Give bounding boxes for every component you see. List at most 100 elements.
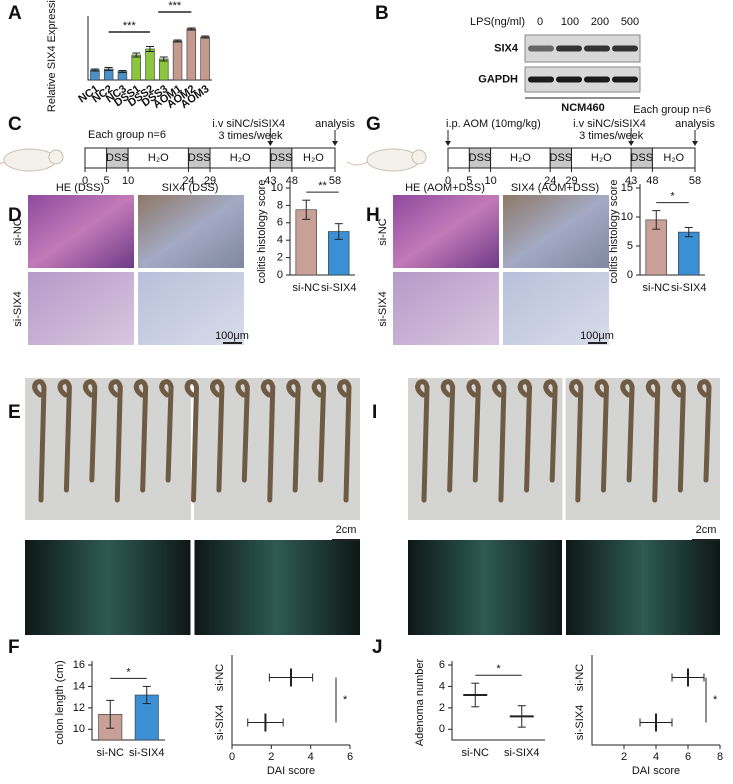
histology-image	[393, 272, 499, 345]
timeline-tick-label: 43	[625, 175, 637, 187]
segment-label: DSS	[550, 152, 573, 164]
significance-label: *	[343, 694, 348, 706]
x-tick-label: si-SIX4	[321, 282, 356, 294]
endoscopy-image	[194, 540, 360, 635]
arrow-head	[267, 141, 274, 146]
panel-letter: C	[8, 114, 22, 135]
colon-specimen	[210, 379, 225, 493]
x-tick-label: si-SIX4	[504, 747, 539, 759]
bar	[145, 48, 155, 81]
blot-band	[584, 76, 610, 83]
y-axis-label: Adenoma number	[414, 658, 426, 746]
histology-column-label: HE (AOM+DSS)	[405, 182, 485, 194]
y-axis-label: colitis histology score	[608, 180, 620, 284]
arrow-head	[332, 141, 338, 146]
x-tick-label: 4	[653, 751, 659, 763]
panel-letter: F	[8, 637, 20, 658]
y-tick-label: 2	[439, 702, 445, 714]
x-tick-label: si-NC	[462, 747, 490, 759]
x-tick-label: 2	[621, 751, 627, 763]
colon-specimen	[57, 379, 72, 493]
y-tick-label: 14	[73, 680, 85, 692]
y-tick-label: 4	[439, 680, 445, 692]
segment-label: H₂O	[303, 152, 324, 164]
x-tick-label: 6	[685, 751, 691, 763]
colon-specimen	[337, 379, 352, 503]
panel-letter: A	[8, 3, 22, 24]
colon-specimen	[184, 379, 200, 503]
scale-label: 2cm	[336, 524, 357, 536]
colon-specimen	[492, 379, 507, 503]
x-tick-label: 6	[347, 751, 353, 763]
bar	[200, 36, 210, 81]
mouse-tail	[346, 161, 368, 166]
histology-row-label: si-SIX4	[12, 291, 24, 326]
colon-specimen	[466, 379, 481, 483]
analysis-label: analysis	[675, 118, 715, 130]
panel-letter: D	[8, 205, 22, 226]
timeline-segment	[291, 147, 336, 169]
x-tick-label: 4	[308, 751, 314, 763]
colon-specimen	[594, 379, 609, 493]
colon-specimen	[235, 379, 250, 483]
y-tick-label: 5	[627, 240, 633, 252]
histology-image	[28, 195, 134, 268]
bar	[131, 54, 141, 81]
blot-band	[612, 45, 638, 52]
significance-label: *	[670, 191, 675, 203]
histology-column-label: SIX4 (DSS)	[162, 182, 219, 194]
segment-label: H₂O	[591, 152, 612, 164]
scale-label: 100μm	[215, 330, 249, 342]
n-label: Each group n=6	[633, 104, 711, 116]
mouse-head	[48, 149, 64, 165]
blot-band-label: GAPDH	[478, 73, 518, 85]
blot-band	[528, 76, 554, 83]
significance-label: ***	[123, 20, 137, 32]
timeline-tick-label: 29	[204, 175, 216, 187]
colon-specimen	[83, 379, 98, 483]
analysis-label: analysis	[315, 118, 355, 130]
x-tick-label: 8	[717, 751, 723, 763]
y-tick-label: 12	[73, 702, 85, 714]
histology-image	[393, 195, 499, 268]
histology-image	[503, 195, 609, 268]
histology-column-label: HE (DSS)	[56, 182, 104, 194]
mouse-icon	[3, 148, 57, 172]
bar	[186, 28, 197, 81]
blot-band	[528, 45, 554, 52]
blot-treatment: LPS(ng/ml)	[470, 16, 525, 28]
colon-specimen	[311, 379, 327, 483]
scale-label: 2cm	[696, 524, 717, 536]
colon-specimen	[620, 379, 635, 483]
y-tick-label: 15	[621, 182, 633, 194]
blot-band	[556, 76, 582, 83]
bar	[172, 40, 183, 81]
y-tick-label: si-SIX4	[574, 705, 586, 740]
mouse-tail	[0, 161, 5, 165]
segment-label: H₂O	[148, 152, 169, 164]
arrow-head	[628, 141, 635, 146]
axis	[87, 16, 212, 81]
y-tick-label: 10	[271, 182, 283, 194]
significance-label: **	[318, 180, 327, 192]
x-tick-label: si-NC	[97, 747, 125, 759]
colon-specimen	[569, 379, 584, 503]
timeline-tick-label: 24	[544, 175, 556, 187]
significance-label: *	[496, 663, 501, 675]
timeline-tick-label: 5	[466, 175, 472, 187]
x-axis-label: DAI score	[632, 765, 680, 777]
colon-specimen	[108, 379, 123, 503]
endoscopy-image	[25, 540, 191, 635]
blot-band	[556, 45, 582, 52]
y-tick-label: si-NC	[214, 664, 226, 692]
segment-label: DSS	[630, 152, 653, 164]
segment-label: DSS	[469, 152, 492, 164]
timeline-tick-label: 10	[484, 175, 496, 187]
timeline-tick-label: 5	[103, 175, 109, 187]
x-tick-label: 2	[268, 751, 274, 763]
histology-image	[28, 272, 134, 345]
timeline-tick-label: 48	[646, 175, 658, 187]
blot-cell-line: NCM460	[561, 102, 604, 114]
frequency-label: 3 times/week	[218, 130, 283, 142]
y-tick-label: 4	[277, 234, 283, 246]
